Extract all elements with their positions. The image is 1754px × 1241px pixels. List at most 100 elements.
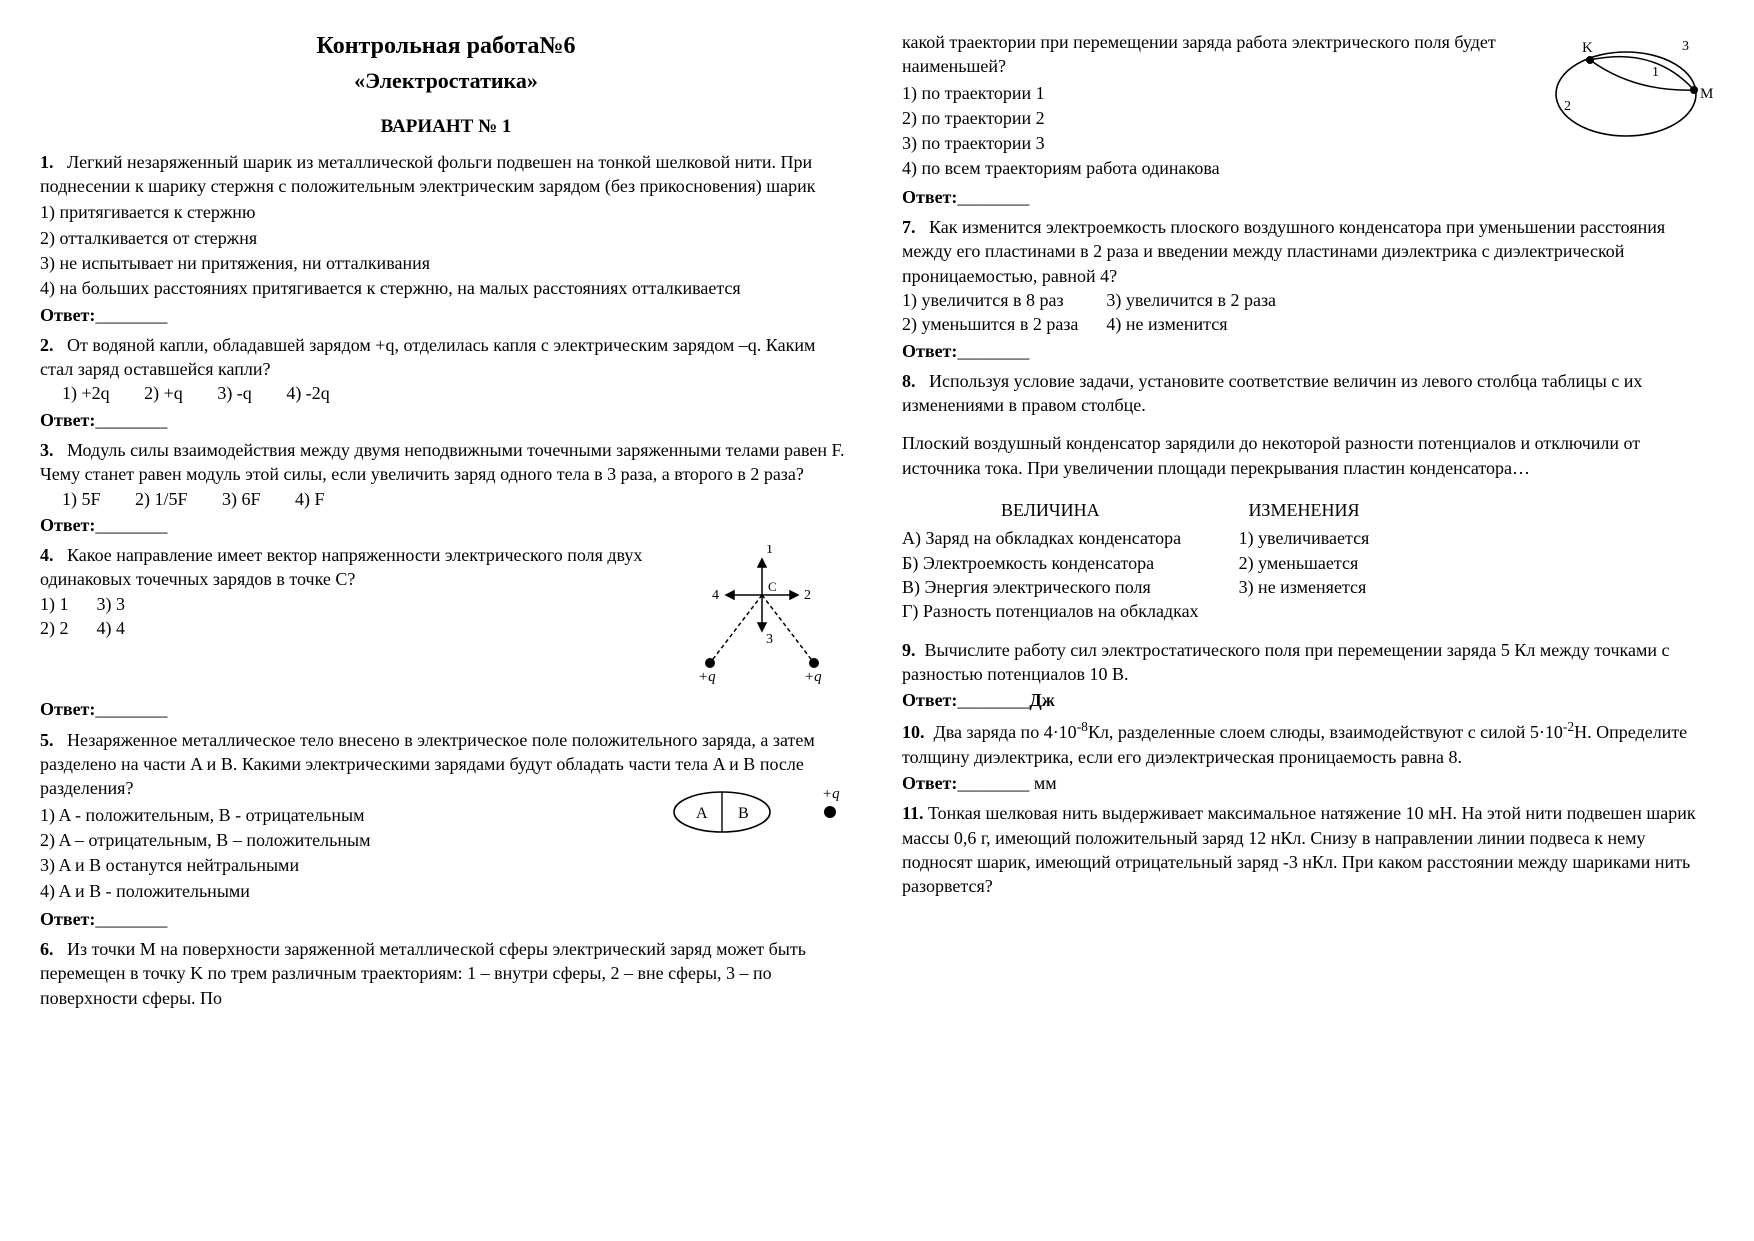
q1-answer-label: Ответ: — [40, 303, 852, 327]
q8-right-head: ИЗМЕНЕНИЯ — [1239, 498, 1370, 522]
q1-option-4: 4) на больших расстояниях притягивается … — [40, 276, 852, 300]
svg-text:M: M — [1700, 86, 1713, 102]
q3-option-4: 4) F — [295, 487, 325, 511]
q4-answer-label: Ответ: — [40, 697, 852, 721]
q9-text: Вычислите работу сил электростатического… — [902, 640, 1670, 684]
page-title: Контрольная работа№6 — [40, 30, 852, 62]
q8-left-a: A) Заряд на обкладках конденсатора — [902, 526, 1199, 550]
q6-text-b: какой траектории при перемещении заряда … — [902, 32, 1496, 76]
q7-answer-label: Ответ: — [902, 339, 1714, 363]
q6-figure: K M 1 2 3 — [1534, 32, 1714, 158]
q8-right-3: 3) не изменяется — [1239, 575, 1370, 599]
q7-option-4: 4) не изменится — [1106, 312, 1276, 336]
q1-text: Легкий незаряженный шарик из металлическ… — [40, 152, 816, 196]
q6-option-4: 4) по всем траекториям работа одинакова — [902, 156, 1714, 180]
question-6a: 6. Из точки M на поверхности заряженной … — [40, 937, 852, 1010]
q4-option-3: 3) 3 — [97, 592, 126, 616]
q9-answer-unit: Дж — [1029, 690, 1054, 710]
q4-figure: 1 2 3 4 C +q +q — [672, 545, 852, 691]
q7-option-3: 3) увеличится в 2 раза — [1106, 288, 1276, 312]
q4-option-2: 2) 2 — [40, 616, 69, 640]
svg-text:3: 3 — [1682, 39, 1689, 54]
svg-text:4: 4 — [712, 588, 719, 603]
q3-answer-label: Ответ: — [40, 513, 852, 537]
q1-option-1: 1) притягивается к стержню — [40, 200, 852, 224]
q4-option-4: 4) 4 — [97, 616, 126, 640]
svg-text:3: 3 — [766, 632, 773, 647]
q9-number: 9. — [902, 640, 916, 660]
q7-number: 7. — [902, 217, 916, 237]
q4-text: Какое направление имеет вектор напряженн… — [40, 545, 642, 589]
q8-left-c: В) Энергия электрического поля — [902, 575, 1199, 599]
question-4: 1 2 3 4 C +q +q 4. Какое направление име… — [40, 543, 852, 695]
q3-option-3: 3) 6F — [222, 487, 261, 511]
q3-number: 3. — [40, 440, 54, 460]
q7-option-2: 2) уменьшится в 2 раза — [902, 312, 1078, 336]
question-6b: K M 1 2 3 какой траектории при перемещен… — [902, 30, 1714, 183]
question-8: 8. Используя условие задачи, установите … — [902, 369, 1714, 624]
page-subtitle: «Электростатика» — [40, 66, 852, 96]
svg-text:B: B — [738, 805, 749, 822]
question-7: 7. Как изменится электроемкость плоского… — [902, 215, 1714, 336]
q2-option-1: 1) +2q — [62, 381, 110, 405]
q10-number: 10. — [902, 722, 925, 742]
q5-number: 5. — [40, 730, 54, 750]
svg-text:2: 2 — [1564, 99, 1571, 114]
q8-text: Используя условие задачи, установите соо… — [902, 371, 1642, 415]
q10-answer: Ответ:________ мм — [902, 771, 1714, 795]
q5-figure: A B +q — [662, 782, 852, 844]
variant-label: ВАРИАНТ № 1 — [40, 114, 852, 140]
svg-text:K: K — [1582, 40, 1593, 56]
q5-option-3: 3) A и B останутся нейтральными — [40, 853, 852, 877]
q7-option-1: 1) увеличится в 8 раз — [902, 288, 1078, 312]
q9-answer-label: Ответ: — [902, 690, 957, 710]
svg-text:A: A — [696, 805, 708, 822]
question-11: 11. Тонкая шелковая нить выдерживает мак… — [902, 801, 1714, 898]
q10-text-b: Кл, разделенные слоем слюды, взаимодейст… — [1088, 722, 1563, 742]
q3-option-2: 2) 1/5F — [135, 487, 188, 511]
q10-text-a: Два заряда по 4·10 — [934, 722, 1077, 742]
svg-text:2: 2 — [804, 588, 811, 603]
svg-text:+q: +q — [804, 669, 822, 685]
svg-text:1: 1 — [1652, 65, 1659, 80]
q1-option-2: 2) отталкивается от стержня — [40, 226, 852, 250]
svg-text:+q: +q — [698, 669, 716, 685]
q9-answer: Ответ:________Дж — [902, 688, 1714, 712]
q11-text: Тонкая шелковая нить выдерживает максима… — [902, 803, 1696, 896]
q10-answer-unit: мм — [1034, 773, 1057, 793]
q10-answer-label: Ответ: — [902, 773, 957, 793]
q4-number: 4. — [40, 545, 54, 565]
q8-left-head: ВЕЛИЧИНА — [902, 498, 1199, 522]
q3-text: Модуль силы взаимодействия между двумя н… — [40, 440, 845, 484]
q10-exp2: -2 — [1563, 719, 1574, 734]
q2-option-3: 3) -q — [217, 381, 252, 405]
q10-exp1: -8 — [1077, 719, 1088, 734]
q2-number: 2. — [40, 335, 54, 355]
q8-left-d: Г) Разность потенциалов на обкладках — [902, 599, 1199, 623]
q5-answer-label: Ответ: — [40, 907, 852, 931]
q3-option-1: 1) 5F — [62, 487, 101, 511]
q6-answer-label: Ответ: — [902, 185, 1714, 209]
question-3: 3. Модуль силы взаимодействия между двум… — [40, 438, 852, 511]
q8-right-2: 2) уменьшается — [1239, 551, 1370, 575]
q1-number: 1. — [40, 152, 54, 172]
q2-text: От водяной капли, обладавшей зарядом +q,… — [40, 335, 815, 379]
q1-option-3: 3) не испытывает ни притяжения, ни оттал… — [40, 251, 852, 275]
q5-option-4: 4) A и B - положительными — [40, 879, 852, 903]
q2-option-4: 4) -2q — [286, 381, 330, 405]
q6-text-a: Из точки M на поверхности заряженной мет… — [40, 939, 806, 1008]
question-9: 9. Вычислите работу сил электростатическ… — [902, 638, 1714, 687]
question-5: 5. Незаряженное металлическое тело внесе… — [40, 728, 852, 905]
svg-text:C: C — [768, 579, 777, 594]
svg-text:+q: +q — [822, 786, 840, 802]
q11-number: 11. — [902, 803, 924, 823]
q6-number: 6. — [40, 939, 54, 959]
q8-right-1: 1) увеличивается — [1239, 526, 1370, 550]
q8-number: 8. — [902, 371, 916, 391]
q4-option-1: 1) 1 — [40, 592, 69, 616]
q8-match-table: ВЕЛИЧИНА A) Заряд на обкладках конденсат… — [902, 498, 1714, 623]
question-2: 2. От водяной капли, обладавшей зарядом … — [40, 333, 852, 406]
q8-condition: Плоский воздушный конденсатор зарядили д… — [902, 431, 1714, 480]
question-10: 10. Два заряда по 4·10-8Кл, разделенные … — [902, 718, 1714, 769]
q2-option-2: 2) +q — [144, 381, 183, 405]
